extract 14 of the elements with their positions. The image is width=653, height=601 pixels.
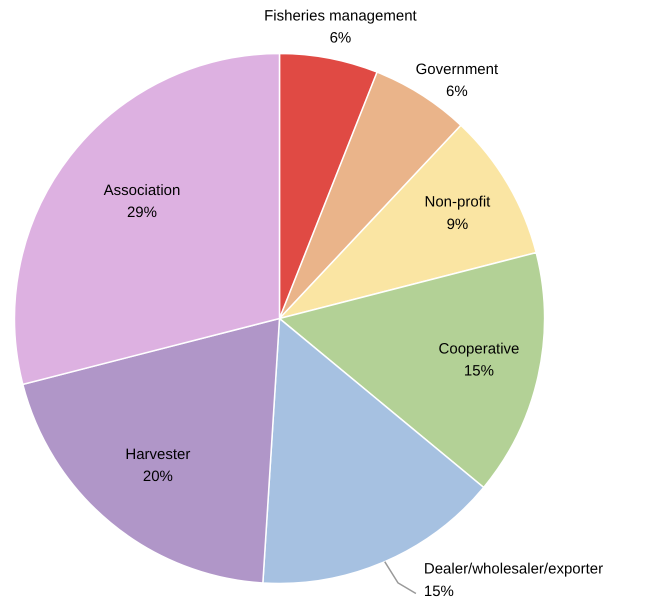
slice-label: Cooperative xyxy=(438,340,520,358)
data-label: 15% xyxy=(424,582,454,600)
slice-label: Harvester xyxy=(125,446,190,463)
data-label: 6% xyxy=(446,82,468,100)
data-label: 20% xyxy=(142,468,173,486)
data-label: 9% xyxy=(446,216,468,233)
data-label: 29% xyxy=(126,204,158,222)
slice-label: Dealer/wholesaler/exporter xyxy=(424,560,604,578)
slice-label: Association xyxy=(104,182,180,200)
slice-label: Fisheries management xyxy=(264,7,418,24)
slice-label: Non-profit xyxy=(424,194,492,211)
slice-label: Government xyxy=(416,60,499,78)
data-label: 6% xyxy=(330,30,352,47)
data-label: 15% xyxy=(464,362,494,380)
